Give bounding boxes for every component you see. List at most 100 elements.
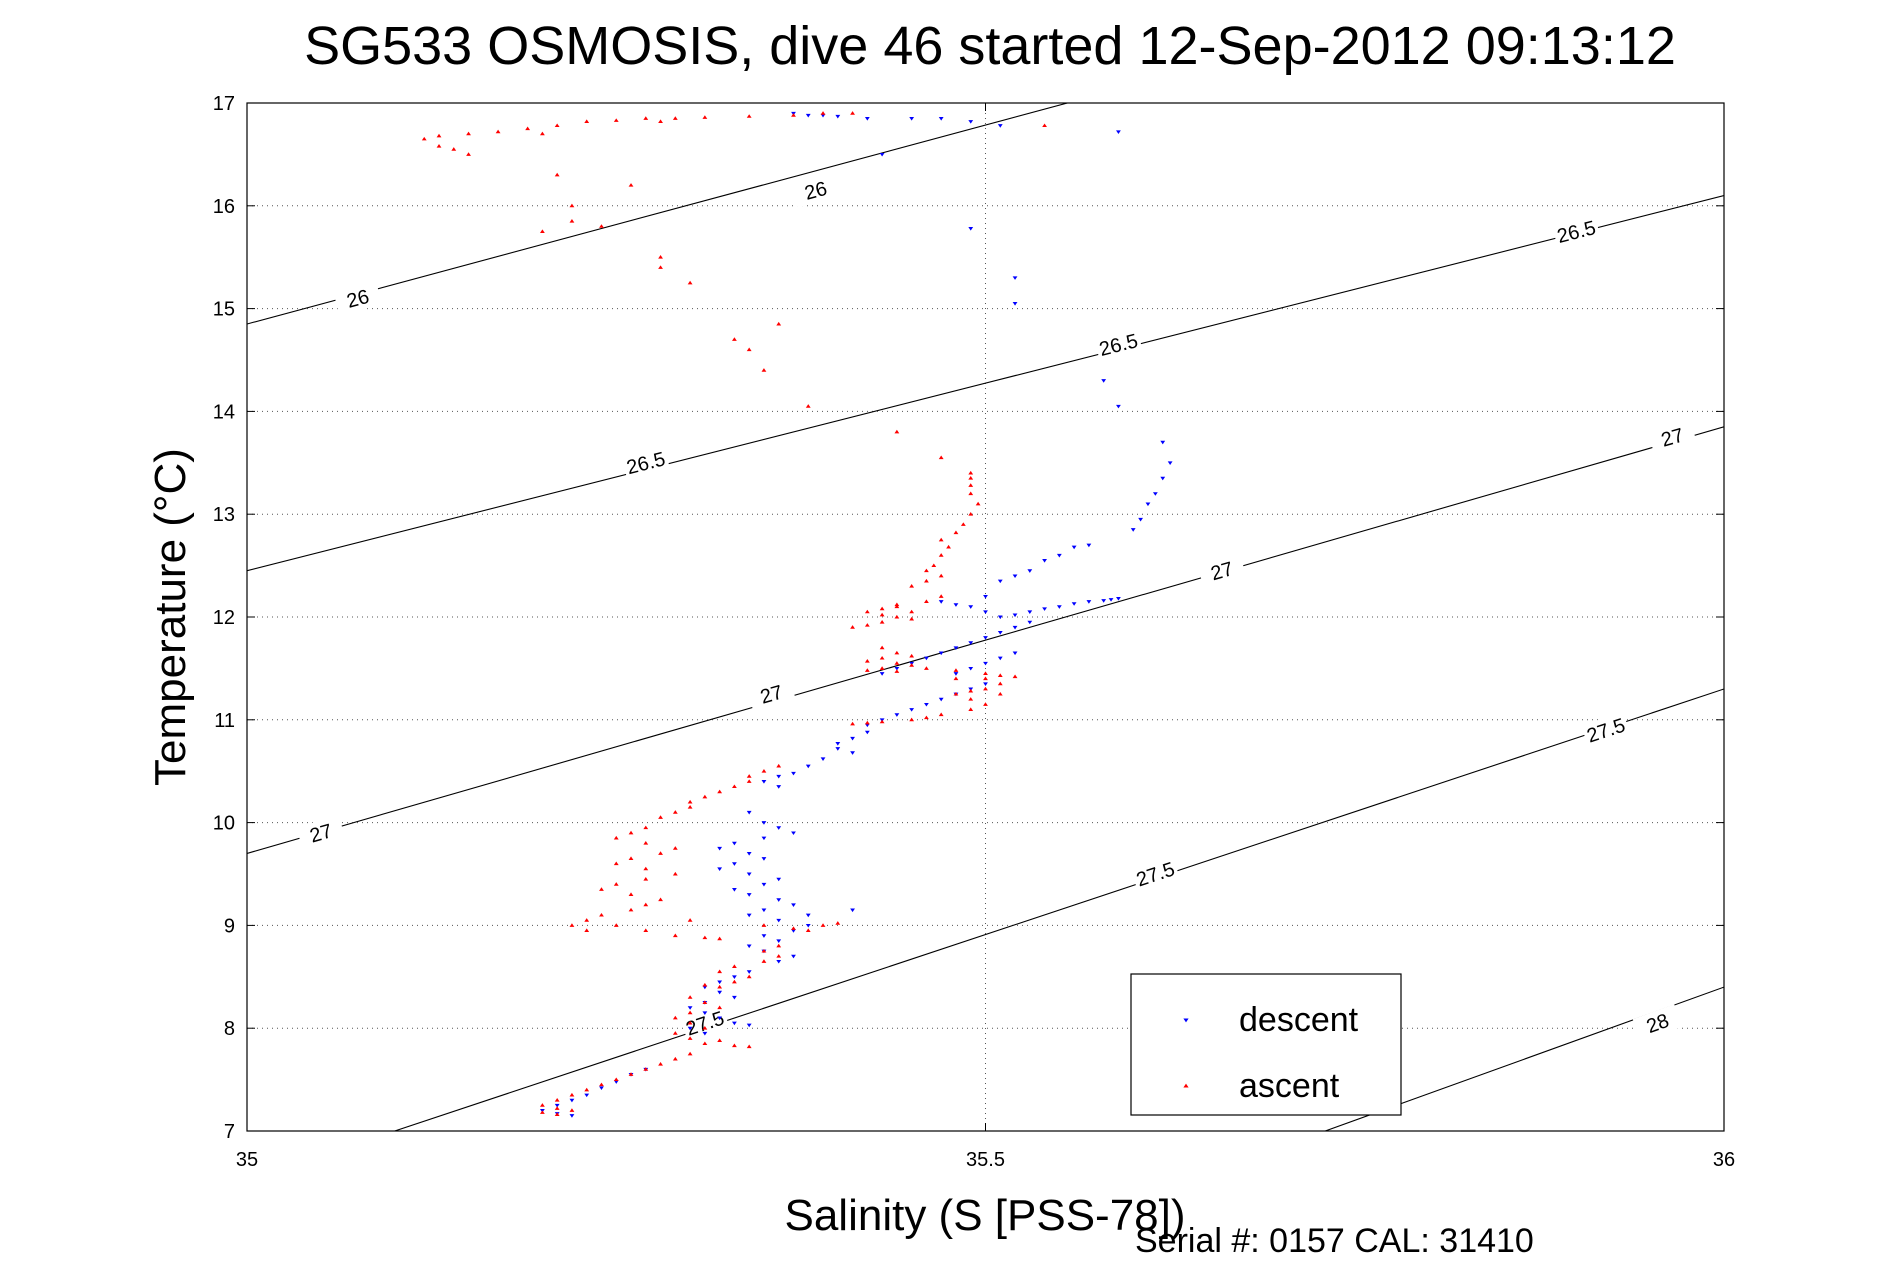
ascent-point [658, 897, 663, 902]
ascent-point [421, 136, 427, 141]
legend-box [1130, 973, 1402, 1116]
descent-point [894, 713, 900, 717]
ascent-point [761, 368, 767, 372]
density-contour-26-5 [247, 194, 1724, 572]
descent-point [776, 918, 782, 923]
ascent-point [924, 568, 929, 573]
descent-point [1086, 543, 1092, 548]
ascent-point [569, 1092, 575, 1097]
descent-point [1012, 613, 1018, 618]
descent-point [1108, 598, 1114, 602]
ascent-point [975, 501, 981, 506]
ascent-point [894, 614, 900, 619]
ascent-point [672, 1031, 678, 1035]
ascent-point [938, 712, 944, 717]
descent-point [1012, 574, 1018, 579]
descent-point [953, 646, 959, 650]
ascent-point [599, 1082, 604, 1087]
ascent-point [643, 902, 649, 907]
ascent-point [658, 815, 663, 819]
ascent-point [968, 707, 974, 711]
grid-lines [247, 103, 1724, 1131]
x-tick-label: 35 [236, 1149, 258, 1171]
ascent-point [820, 111, 826, 115]
ascent-point [717, 936, 723, 941]
descent-point [554, 1103, 560, 1108]
ascent-point [1042, 123, 1047, 128]
descent-point [909, 708, 915, 712]
descent-point [776, 877, 782, 882]
descent-point [1086, 600, 1092, 604]
descent-point [924, 702, 929, 707]
descent-point [1116, 597, 1121, 601]
density-contour-26 [247, 103, 1070, 325]
ascent-point [717, 969, 723, 974]
ascent-point [554, 172, 560, 177]
descent-point [1042, 607, 1047, 611]
contour-label-background [791, 173, 841, 208]
descent-point [1167, 461, 1173, 465]
ascent-point [924, 599, 929, 604]
descent-point [983, 661, 988, 666]
descent-point [732, 1021, 737, 1026]
ascent-point [909, 616, 915, 621]
descent-point [1027, 610, 1033, 615]
descent-point [983, 595, 988, 599]
descent-point [938, 697, 944, 702]
ascent-point [643, 928, 649, 932]
ascent-point [569, 219, 575, 223]
descent-point [1152, 492, 1158, 496]
descent-point [717, 867, 723, 872]
ascent-point [997, 673, 1003, 678]
descent-point [938, 600, 944, 604]
descent-point [584, 1093, 590, 1098]
descent-point [997, 124, 1003, 128]
ascent-point [953, 530, 959, 535]
descent-point [746, 1023, 752, 1028]
descent-point [850, 751, 855, 755]
ascent-point [687, 918, 693, 922]
ascent-point [643, 876, 649, 881]
ascent-point [894, 429, 900, 434]
ascent-point [628, 907, 634, 912]
descent-point [864, 730, 870, 735]
descent-point [702, 1011, 708, 1015]
descent-point [1130, 528, 1136, 532]
ascent-point [791, 926, 796, 930]
ascent-point [702, 1026, 708, 1030]
ascent-point [613, 923, 619, 927]
descent-point [864, 116, 870, 121]
legend-marker-descent [1183, 1018, 1189, 1023]
descent-point [1027, 620, 1033, 625]
ascent-point [658, 265, 663, 269]
descent-point [761, 780, 767, 784]
descent-point [1101, 379, 1107, 383]
descent-point [953, 603, 959, 607]
descent-point [761, 934, 767, 938]
ascent-point [835, 921, 841, 925]
descent-point [1138, 517, 1143, 522]
ascent-point [717, 1005, 723, 1010]
descent-point [761, 882, 767, 887]
descent-point [776, 898, 782, 902]
y-tick-label: 13 [213, 504, 235, 526]
descent-point [1056, 605, 1062, 609]
x-axis-label: Salinity (S [PSS-78]) [784, 1191, 1185, 1240]
descent-point [717, 846, 723, 851]
descent-point [746, 852, 752, 856]
descent-point [1012, 276, 1018, 280]
ascent-point [850, 721, 855, 726]
ascent-point [960, 522, 966, 526]
ascent-point [702, 935, 708, 940]
descent-point [820, 113, 826, 118]
descent-point [1012, 651, 1018, 656]
ascent-point [983, 671, 988, 675]
ascent-point [643, 116, 649, 120]
descent-point [850, 908, 855, 913]
y-tick-label: 7 [224, 1121, 235, 1143]
ascent-point [584, 928, 590, 932]
ascent-point [953, 676, 959, 681]
ascent-point [938, 537, 944, 542]
ascent-point [702, 115, 708, 119]
